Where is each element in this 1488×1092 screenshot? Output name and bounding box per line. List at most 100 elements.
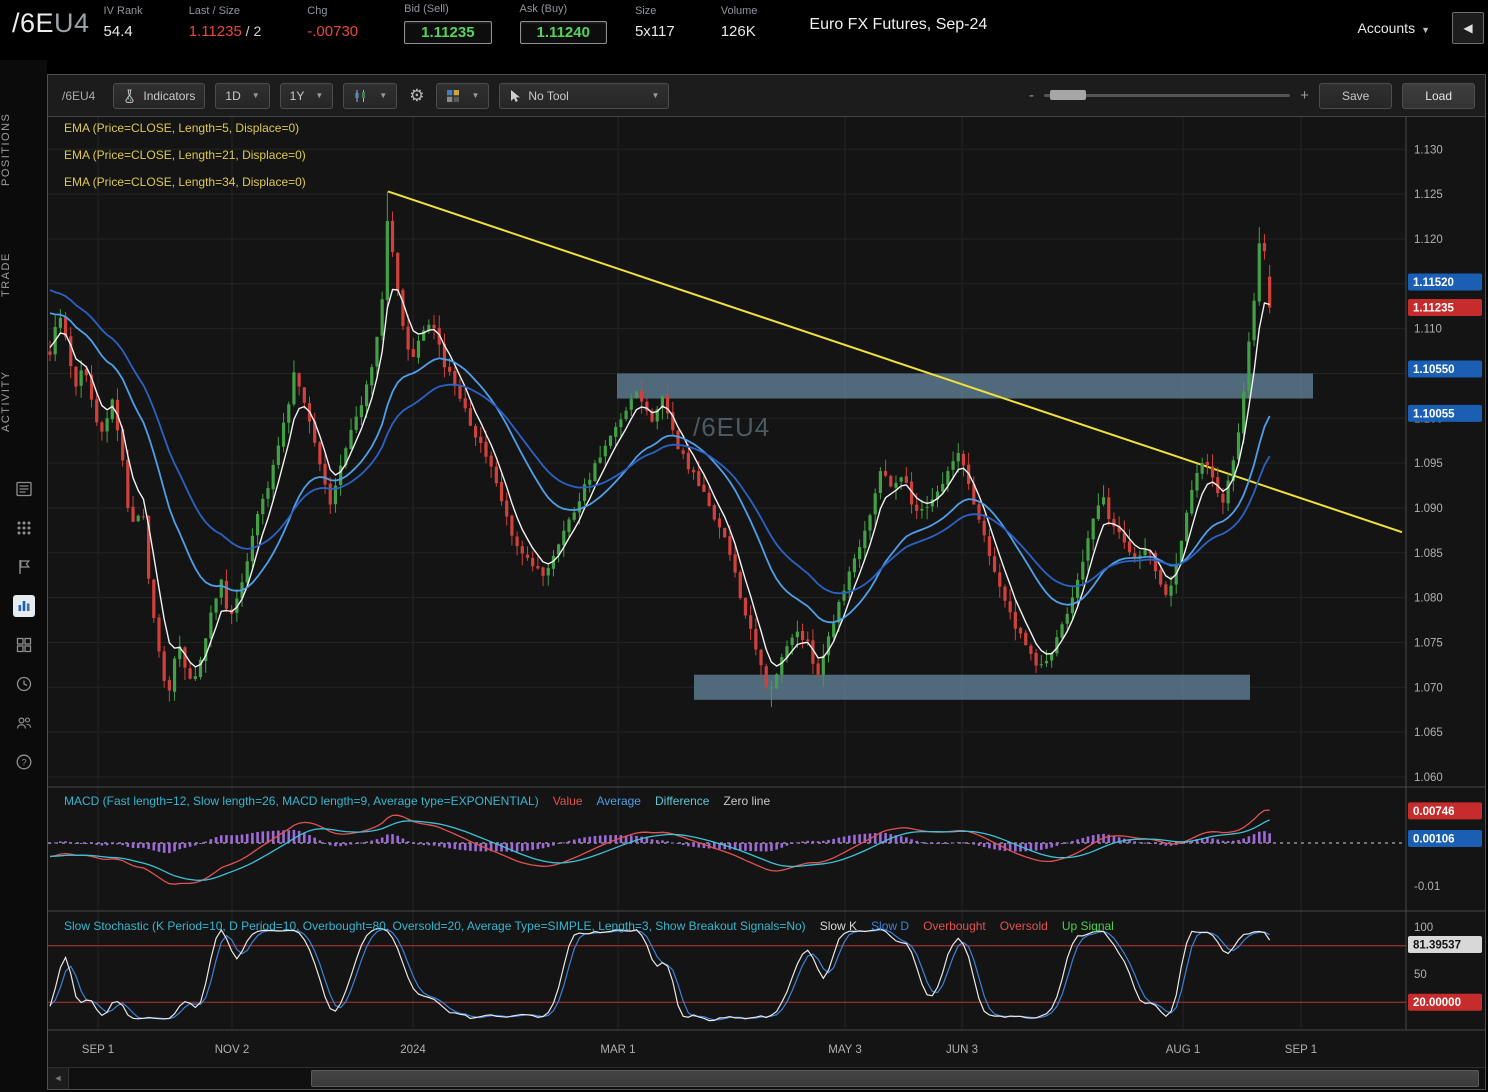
chart-settings-gear-icon[interactable]: ⚙ [407,83,426,109]
svg-text:1.080: 1.080 [1414,593,1443,605]
stat-value: 54.4 [104,23,143,40]
stat-last-size: Last / Size 1.11235 / 2 [189,5,262,44]
stat-value: 1.11235 / 2 [189,23,262,40]
instrument-title: Euro FX Futures, Sep-24 [809,16,987,34]
flask-icon [123,89,136,103]
range-dropdown[interactable]: 1Y ▼ [280,83,334,109]
zoom-slider[interactable] [1044,94,1290,97]
stat-value: 126K [721,23,758,40]
stat-value[interactable]: 1.11240 [520,21,607,44]
svg-text:1.10055: 1.10055 [1413,408,1455,420]
flag-icon[interactable] [13,556,35,578]
stat-label: Volume [721,5,758,17]
tool-value: No Tool [528,89,568,103]
svg-text:1.125: 1.125 [1414,189,1443,201]
symbol-root: /6E [12,8,54,38]
svg-text:50: 50 [1414,969,1427,981]
charts-icon[interactable] [13,595,35,617]
chart-symbol-label: /6EU4 [62,89,95,103]
drawing-tool-dropdown[interactable]: No Tool ▼ [499,83,669,109]
aggregation-dropdown[interactable]: 1D ▼ [215,83,269,109]
scrollbar-thumb[interactable] [311,1070,1479,1087]
svg-text:0.00106: 0.00106 [1413,833,1455,845]
history-clock-icon[interactable] [13,673,35,695]
svg-text:MAY 3: MAY 3 [828,1044,861,1056]
symbol-title: /6EU4 [12,8,90,39]
chevron-down-icon: ▼ [252,91,260,100]
load-button[interactable]: Load [1402,83,1475,109]
header-right: Accounts ▼ ◀ [1357,12,1488,44]
svg-text:1.060: 1.060 [1414,772,1443,784]
zoom-out-button[interactable]: - [1029,87,1034,104]
chevron-down-icon: ▼ [315,91,323,100]
svg-text:81.39537: 81.39537 [1413,939,1461,951]
trading-platform: /6EU4 IV Rank 54.4 Last / Size 1.11235 / 2 C… [0,0,1488,1092]
apps-grid-icon[interactable] [13,517,35,539]
stat-label: Bid (Sell) [404,3,491,15]
svg-text:SEP 1: SEP 1 [82,1044,114,1056]
stat-label: IV Rank [104,5,143,17]
stat-label: Ask (Buy) [520,3,607,15]
grid-layout-icon [446,89,460,103]
svg-text:SEP 1: SEP 1 [1285,1044,1317,1056]
chart-horizontal-scrollbar: ◄ [48,1067,1485,1089]
help-icon[interactable]: ? [13,751,35,773]
accounts-label: Accounts [1357,20,1415,36]
svg-text:1.11235: 1.11235 [1413,303,1455,315]
range-value: 1Y [290,89,305,103]
stat-label: Chg [307,5,358,17]
svg-text:1.11520: 1.11520 [1413,277,1454,289]
price-chart[interactable]: 1.1301.1251.1201.1151.1101.1051.1001.095… [48,117,1485,1067]
chart-type-dropdown[interactable]: ▼ [343,83,397,109]
quote-stats: IV Rank 54.4 Last / Size 1.11235 / 2 Chg -.00… [104,5,804,44]
svg-text:2024: 2024 [400,1044,426,1056]
zoom-in-button[interactable]: + [1300,87,1309,104]
svg-text:1.090: 1.090 [1414,503,1443,515]
svg-text:1.095: 1.095 [1414,458,1443,470]
sidebar-tab-positions[interactable]: POSITIONS [0,94,47,204]
cursor-icon [509,89,521,103]
svg-text:MAR 1: MAR 1 [600,1044,635,1056]
sidebar-icons: ? [0,478,47,773]
svg-text:NOV 2: NOV 2 [215,1044,250,1056]
chart-toolbar: /6EU4 Indicators 1D ▼ 1Y ▼ ▼ ⚙ [48,75,1485,117]
stat-suffix: / 2 [242,23,261,39]
chart-background [48,117,1485,1067]
sidebar-tab-trade[interactable]: TRADE [0,232,47,318]
svg-text:1.130: 1.130 [1414,144,1443,156]
stat-chg: Chg -.00730 [307,5,358,44]
symbol-contract: U4 [54,8,90,38]
svg-text:1.065: 1.065 [1414,727,1443,739]
chevron-down-icon: ▼ [1421,25,1430,35]
svg-text:1.070: 1.070 [1414,682,1443,694]
dashboard-tiles-icon[interactable] [13,634,35,656]
community-people-icon[interactable] [13,712,35,734]
svg-text:20.00000: 20.00000 [1413,997,1461,1009]
svg-text:1.120: 1.120 [1414,234,1443,246]
svg-text:?: ? [21,757,26,768]
sidebar-tab-activity[interactable]: ACTIVITY [0,346,47,456]
svg-text:1.110: 1.110 [1414,324,1442,336]
chart-widget: /6EU4 Indicators 1D ▼ 1Y ▼ ▼ ⚙ [47,74,1486,1090]
stat-value[interactable]: 1.11235 [404,21,491,44]
indicators-label: Indicators [143,89,195,103]
candlestick-icon [353,89,368,103]
stat-ask-buy: Ask (Buy) 1.11240 [520,3,607,44]
svg-text:1.10550: 1.10550 [1413,364,1455,376]
chevron-down-icon: ▼ [651,91,659,100]
collapse-panel-button[interactable]: ◀ [1452,12,1484,44]
stat-iv-rank: IV Rank 54.4 [104,5,143,44]
scroll-left-button[interactable]: ◄ [48,1068,69,1089]
stat-label: Last / Size [189,5,262,17]
stat-bid-sell: Bid (Sell) 1.11235 [404,3,491,44]
stat-label: Size [635,5,675,17]
chart-canvas-area: 1.1301.1251.1201.1151.1101.1051.1001.095… [48,117,1485,1067]
indicators-button[interactable]: Indicators [113,83,205,109]
chart-gadget-area: /6EU4 Indicators 1D ▼ 1Y ▼ ▼ ⚙ [47,60,1488,1092]
stat-value: -.00730 [307,23,358,40]
chart-layout-dropdown[interactable]: ▼ [436,83,489,109]
accounts-menu[interactable]: Accounts ▼ [1357,20,1430,36]
save-button[interactable]: Save [1319,83,1392,109]
zoom-slider-handle[interactable] [1050,90,1086,100]
news-icon[interactable] [13,478,35,500]
